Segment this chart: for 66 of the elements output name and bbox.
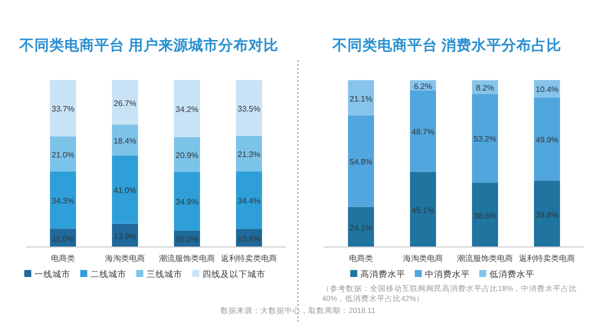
data-label: 49.9% (536, 135, 558, 144)
data-label: 6.2% (414, 82, 432, 91)
data-label: 10.8% (238, 234, 260, 244)
data-label: 21.0% (52, 150, 74, 160)
data-label: 13.9% (114, 232, 136, 241)
bar (410, 90, 436, 172)
data-label: 8.2% (476, 84, 494, 93)
bar (112, 80, 138, 125)
x-tick-label: 返利特卖类电商 (221, 254, 277, 263)
bar (50, 171, 76, 229)
data-label: 10.4% (536, 85, 558, 94)
legend-label: 三线城市 (146, 269, 182, 279)
data-label: 39.8% (536, 210, 558, 220)
data-label: 21.3% (238, 150, 260, 160)
bar (534, 180, 560, 247)
legend-label: 高消费水平 (360, 269, 406, 279)
bar (410, 172, 436, 247)
legend-label: 四线及以下城市 (202, 269, 266, 279)
data-label: 41.0% (114, 186, 136, 196)
bar (174, 172, 200, 230)
bar (112, 124, 138, 156)
x-tick-label: 潮流服饰类电商 (159, 254, 215, 263)
bar (348, 206, 374, 247)
data-label: 34.4% (238, 196, 260, 206)
bar (174, 80, 200, 138)
data-label: 34.9% (176, 198, 198, 207)
x-tick-label: 返利特卖类电商 (519, 254, 575, 263)
bar (50, 80, 76, 136)
bar (236, 172, 262, 229)
data-label: 53.2% (474, 134, 496, 144)
data-label: 34.3% (52, 196, 74, 206)
bar (534, 97, 560, 181)
legend-label: 中消费水平 (424, 269, 470, 279)
chart-title: 不同类电商平台 消费水平分布占比 (331, 36, 562, 54)
data-label: 24.1% (350, 223, 372, 232)
x-tick-label: 潮流服饰类电商 (457, 254, 513, 263)
data-label: 34.2% (176, 105, 198, 114)
data-label: 20.9% (176, 151, 198, 160)
data-label: 48.7% (412, 128, 434, 137)
x-tick-label: 海淘类电商 (403, 254, 443, 263)
x-tick-label: 海淘类电商 (105, 254, 145, 263)
bar (174, 137, 200, 172)
data-label: 33.7% (52, 104, 74, 114)
bar (472, 182, 498, 247)
data-label: 54.8% (350, 158, 372, 167)
data-label: 18.4% (114, 136, 136, 146)
bar (472, 94, 498, 183)
bar (236, 136, 262, 172)
data-label: 38.6% (474, 211, 496, 220)
data-label: 26.7% (114, 98, 136, 108)
bar (348, 80, 374, 116)
bar (348, 115, 374, 207)
data-label: 33.5% (238, 104, 260, 114)
legend-label: 低消费水平 (489, 269, 534, 279)
data-label: 21.1% (350, 94, 372, 104)
data-label: 11.0% (52, 234, 74, 244)
x-tick-label: 电商类 (51, 254, 75, 263)
legend-label: 二线城市 (90, 269, 126, 279)
data-label: 10.0% (176, 235, 198, 244)
legend-label: 一线城市 (34, 269, 70, 279)
chart-title: 不同类电商平台 用户来源城市分布对比 (18, 36, 279, 54)
data-label: 45.1% (412, 206, 434, 215)
bar (236, 80, 262, 136)
bar (50, 136, 76, 172)
x-tick-label: 电商类 (349, 254, 373, 263)
bar (112, 155, 138, 224)
